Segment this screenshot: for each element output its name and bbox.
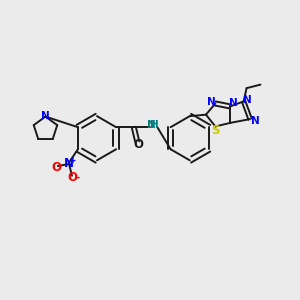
Text: N: N bbox=[64, 158, 74, 170]
Text: N: N bbox=[207, 97, 216, 107]
Text: N: N bbox=[251, 116, 260, 126]
Text: H: H bbox=[150, 120, 159, 130]
Text: O: O bbox=[133, 138, 143, 151]
Text: O: O bbox=[51, 161, 62, 174]
Text: -: - bbox=[76, 173, 80, 183]
Text: N: N bbox=[243, 95, 251, 105]
Text: N: N bbox=[147, 120, 155, 130]
Text: O: O bbox=[67, 171, 77, 184]
Text: S: S bbox=[211, 124, 220, 137]
Text: N: N bbox=[41, 111, 50, 121]
Text: N: N bbox=[229, 98, 238, 109]
Text: +: + bbox=[70, 156, 76, 165]
